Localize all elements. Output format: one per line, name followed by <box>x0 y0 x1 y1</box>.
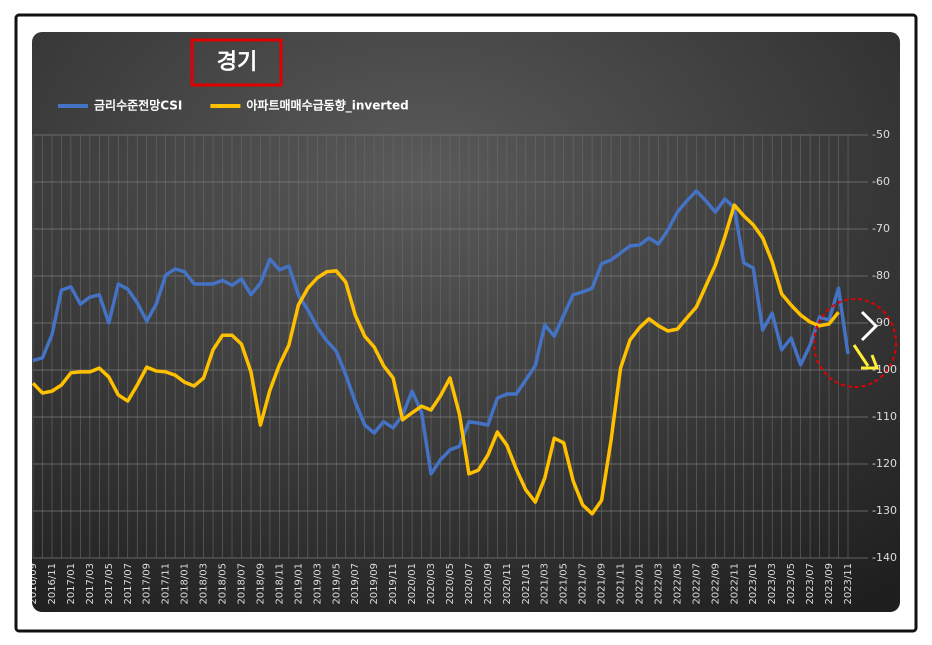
x-tick-label: 2016/11 <box>47 563 58 605</box>
title-box <box>190 38 283 87</box>
x-tick-label: 2017/05 <box>104 563 115 605</box>
series-line <box>32 189 850 476</box>
x-tick-label: 2021/01 <box>521 563 532 605</box>
arrow-white <box>860 310 879 342</box>
x-tick-label: 2023/01 <box>748 563 759 605</box>
x-tick-label: 2022/07 <box>691 563 702 605</box>
panel <box>32 32 900 612</box>
x-tick-label: 2020/03 <box>426 563 437 605</box>
x-tick-label: 2019/03 <box>312 563 323 605</box>
x-tick-label: 2018/11 <box>274 563 285 605</box>
x-tick-label: 2019/11 <box>388 563 399 605</box>
x-tick-label: 2018/03 <box>199 563 210 605</box>
x-tick-label: 2019/09 <box>369 563 380 605</box>
y-tick-label: -100 <box>872 363 897 376</box>
x-tick-label: 2022/11 <box>729 563 740 605</box>
x-tick-label: 2019/05 <box>331 563 342 605</box>
x-tick-label: 2019/01 <box>293 563 304 605</box>
x-tick-label: 2021/05 <box>559 563 570 605</box>
x-tick-label: 2022/01 <box>635 563 646 605</box>
x-tick-label: 2023/09 <box>824 563 835 605</box>
y-tick-label: -70 <box>872 222 890 235</box>
y-tick-label: -130 <box>872 504 897 517</box>
x-tick-label: 2016/09 <box>28 563 39 605</box>
x-tick-label: 2021/03 <box>540 563 551 605</box>
x-tick-label: 2017/07 <box>123 563 134 605</box>
x-tick-label: 2020/09 <box>483 563 494 605</box>
chart-title: 경기 <box>217 50 257 75</box>
x-tick-label: 2019/07 <box>350 563 361 605</box>
x-tick-label: 2023/03 <box>767 563 778 605</box>
x-tick-label: 2022/05 <box>672 563 683 605</box>
x-tick-label: 2020/11 <box>502 563 513 605</box>
x-tick-label: 2020/01 <box>407 563 418 605</box>
y-tick-label: -120 <box>872 457 897 470</box>
x-tick-label: 2021/11 <box>616 563 627 605</box>
series-line <box>32 203 840 516</box>
x-tick-label: 2023/05 <box>786 563 797 605</box>
x-tick-label: 2018/07 <box>236 563 247 605</box>
y-tick-label: -60 <box>872 175 890 188</box>
x-tick-label: 2023/07 <box>805 563 816 605</box>
y-tick-label: -90 <box>872 316 890 329</box>
y-tick-label: -110 <box>872 410 897 423</box>
y-tick-label: -50 <box>872 128 890 141</box>
x-tick-label: 2021/07 <box>578 563 589 605</box>
x-tick-label: 2017/01 <box>66 563 77 605</box>
x-tick-label: 2017/11 <box>161 563 172 605</box>
x-tick-label: 2017/03 <box>85 563 96 605</box>
y-tick-label: -80 <box>872 269 890 282</box>
x-tick-label: 2022/03 <box>653 563 664 605</box>
x-tick-label: 2018/09 <box>255 563 266 605</box>
x-tick-label: 2018/01 <box>180 563 191 605</box>
legend-label: 금리수준전망CSI <box>94 98 182 113</box>
x-tick-label: 2020/07 <box>464 563 475 605</box>
x-tick-label: 2018/05 <box>218 563 229 605</box>
highlight-circle <box>813 298 897 388</box>
x-tick-label: 2023/11 <box>843 563 854 605</box>
arrow-yellow <box>852 344 880 370</box>
x-tick-label: 2021/09 <box>597 563 608 605</box>
x-tick-label: 2017/09 <box>142 563 153 605</box>
legend-label: 아파트매매수급동향_inverted <box>246 98 408 114</box>
x-tick-label: 2022/09 <box>710 563 721 605</box>
y-tick-label: -140 <box>872 551 897 564</box>
x-tick-label: 2020/05 <box>445 563 456 605</box>
